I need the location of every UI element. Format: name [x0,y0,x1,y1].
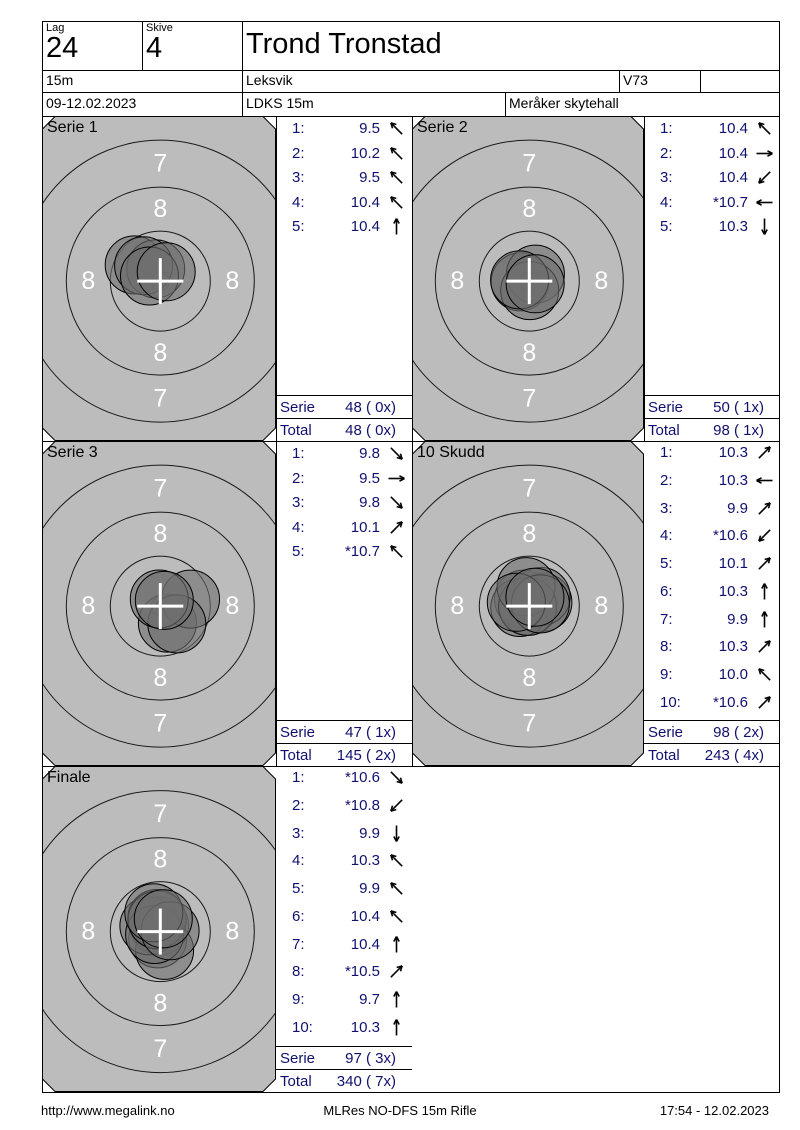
svg-text:8: 8 [450,592,464,620]
svg-text:8: 8 [81,592,95,620]
svg-text:Serie 2: Serie 2 [417,119,468,136]
svg-text:8: 8 [450,267,464,295]
svg-text:8: 8 [153,990,167,1018]
svg-text:8: 8 [522,664,536,692]
svg-text:8: 8 [153,664,167,692]
svg-text:7: 7 [153,1035,167,1063]
svg-text:7: 7 [522,710,536,738]
svg-text:8: 8 [594,592,608,620]
svg-text:7: 7 [153,710,167,738]
svg-text:7: 7 [153,475,167,503]
svg-text:7: 7 [153,385,167,413]
svg-text:7: 7 [522,385,536,413]
svg-text:7: 7 [153,800,167,828]
svg-text:7: 7 [522,150,536,178]
svg-text:7: 7 [153,150,167,178]
svg-text:8: 8 [594,267,608,295]
svg-text:7: 7 [522,475,536,503]
svg-text:Serie 1: Serie 1 [47,119,98,136]
svg-text:8: 8 [153,846,167,874]
svg-text:8: 8 [522,520,536,548]
svg-text:8: 8 [522,339,536,367]
svg-text:10 Skudd: 10 Skudd [417,444,485,461]
svg-text:8: 8 [81,918,95,946]
svg-text:8: 8 [522,195,536,223]
svg-text:8: 8 [81,267,95,295]
svg-text:8: 8 [225,918,239,946]
svg-text:8: 8 [153,520,167,548]
svg-text:8: 8 [225,592,239,620]
svg-text:8: 8 [153,339,167,367]
svg-text:8: 8 [225,267,239,295]
svg-text:Finale: Finale [47,769,91,786]
svg-text:8: 8 [153,195,167,223]
svg-text:Serie 3: Serie 3 [47,444,98,461]
